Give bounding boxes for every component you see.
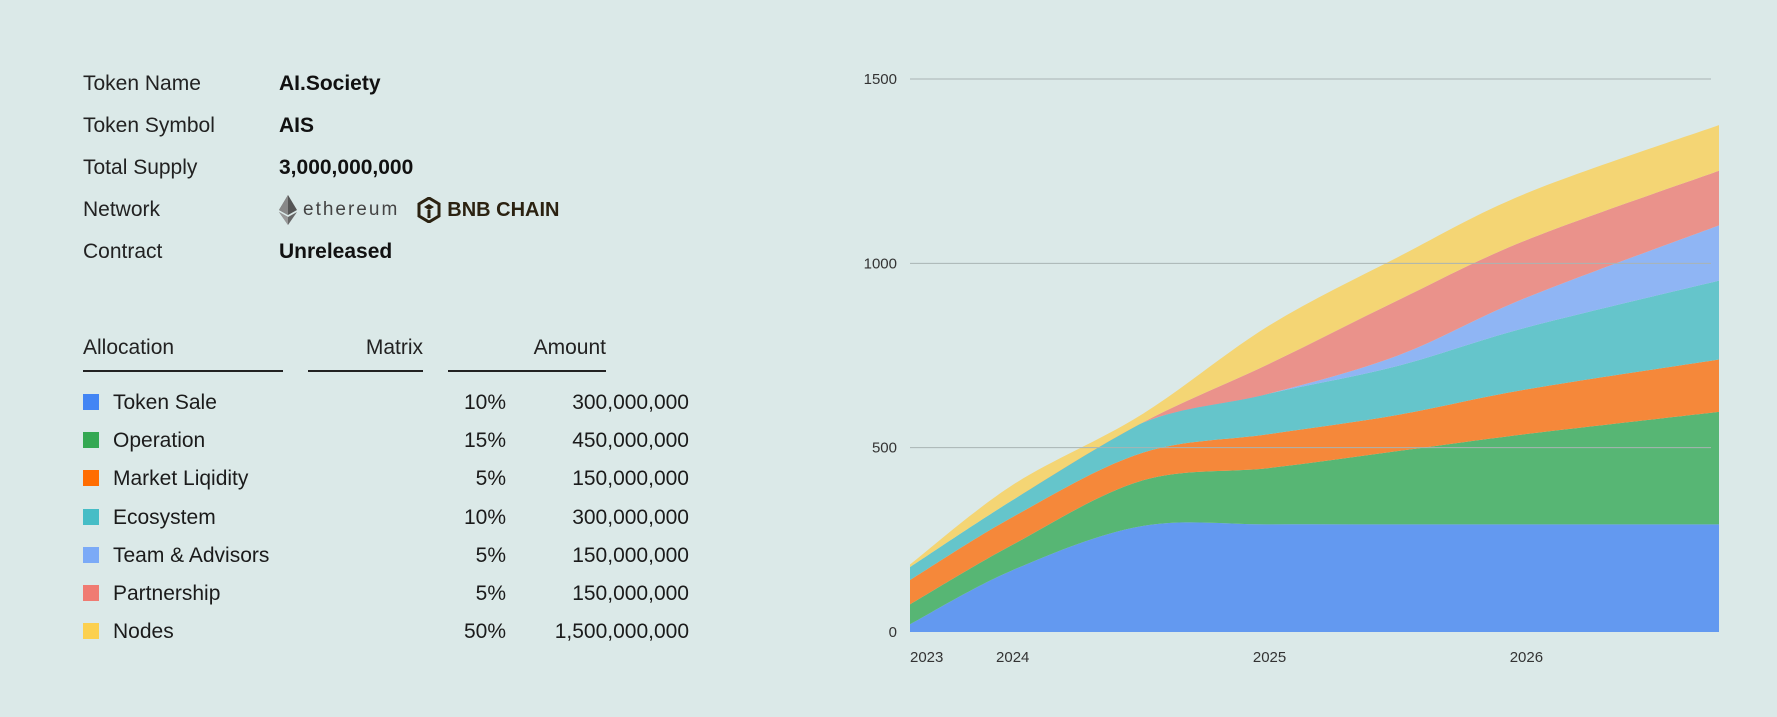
allocation-row: Market Liqidity 5% 150,000,000 [83, 463, 689, 493]
bnb-chain-label: BNB CHAIN [447, 198, 560, 221]
contract-row: Contract Unreleased [83, 237, 392, 267]
area-ecosystem [910, 280, 1719, 581]
allocation-row: Nodes 50% 1,500,000,000 [83, 616, 689, 646]
color-swatch [83, 508, 99, 525]
color-swatch [83, 585, 99, 601]
allocation-matrix: 15% [463, 429, 506, 453]
token-symbol-label: Token Symbol [83, 114, 215, 137]
x-tick-label: 2024 [996, 649, 1029, 666]
ethereum-icon [279, 195, 297, 225]
allocation-name: Operation [113, 429, 206, 453]
allocation-matrix: 5% [475, 582, 506, 605]
area-partnership [910, 170, 1719, 568]
allocation-name: Token Sale [113, 391, 217, 414]
area-operation [910, 411, 1719, 625]
total-supply-label: Total Supply [83, 156, 198, 179]
y-tick-label: 1000 [864, 255, 897, 272]
allocation-amount: 150,000,000 [572, 543, 689, 567]
allocation-name: Ecosystem [113, 505, 216, 529]
allocation-name: Partnership [113, 582, 221, 605]
allocation-matrix: 50% [463, 620, 506, 644]
allocation-name: Market Liqidity [113, 467, 249, 491]
bnb-chain-icon [417, 197, 441, 223]
ethereum-logo: ethereum [279, 195, 399, 225]
bnb-chain-logo: BNB CHAIN [417, 197, 560, 223]
token-name-label: Token Name [83, 72, 201, 95]
allocation-amount: 150,000,000 [572, 467, 689, 491]
area-nodes [910, 125, 1719, 568]
allocation-matrix: 10% [463, 505, 506, 529]
allocation-amount: 450,000,000 [572, 429, 689, 453]
token-name-value: AI.Society [279, 72, 381, 95]
allocation-amount: 300,000,000 [572, 505, 689, 529]
y-tick-label: 1500 [864, 71, 897, 88]
ethereum-label: ethereum [303, 199, 400, 220]
color-swatch [83, 623, 99, 640]
color-swatch [83, 470, 99, 487]
allocation-row: Operation 15% 450,000,000 [83, 425, 689, 455]
color-swatch [83, 394, 99, 410]
total-supply-value: 3,000,000,000 [279, 156, 414, 179]
contract-value: Unreleased [279, 240, 393, 263]
allocation-header: Allocation [83, 336, 283, 372]
allocation-matrix: 5% [475, 543, 506, 567]
color-swatch [83, 432, 99, 449]
token-symbol-row: Token Symbol AIS [83, 111, 314, 141]
token-name-row: Token Name AI.Society [83, 69, 381, 99]
contract-label: Contract [83, 240, 163, 263]
allocation-row: Team & Advisors 5% 150,000,000 [83, 540, 689, 570]
network-row: Network ethereum BNB CHAIN [83, 195, 560, 225]
allocation-amount: 300,000,000 [572, 391, 689, 414]
allocation-row: Ecosystem 10% 300,000,000 [83, 502, 689, 532]
allocation-matrix: 10% [463, 391, 506, 414]
allocation-amount: 150,000,000 [572, 582, 689, 605]
area-team-advisors [910, 225, 1719, 568]
area-market-liqidity [910, 359, 1719, 605]
allocation-matrix: 5% [475, 467, 506, 491]
allocation-row: Partnership 5% 150,000,000 [83, 578, 689, 608]
total-supply-row: Total Supply 3,000,000,000 [83, 153, 413, 183]
network-label: Network [83, 198, 161, 221]
area-token-sale [910, 522, 1719, 632]
network-logos: ethereum BNB CHAIN [279, 195, 560, 225]
allocation-name: Nodes [113, 620, 174, 644]
allocation-amount: 1,500,000,000 [554, 620, 689, 644]
x-tick-label: 2026 [1510, 649, 1543, 666]
allocation-name: Team & Advisors [113, 543, 270, 567]
token-symbol-value: AIS [279, 114, 315, 137]
x-tick-label: 2023 [910, 649, 943, 666]
y-tick-label: 500 [872, 440, 897, 457]
color-swatch [83, 546, 99, 563]
matrix-header: Matrix [308, 336, 423, 372]
allocation-row: Token Sale 10% 300,000,000 [83, 387, 689, 417]
y-tick-label: 0 [889, 624, 897, 641]
x-tick-label: 2025 [1253, 649, 1286, 666]
amount-header: Amount [448, 336, 606, 372]
